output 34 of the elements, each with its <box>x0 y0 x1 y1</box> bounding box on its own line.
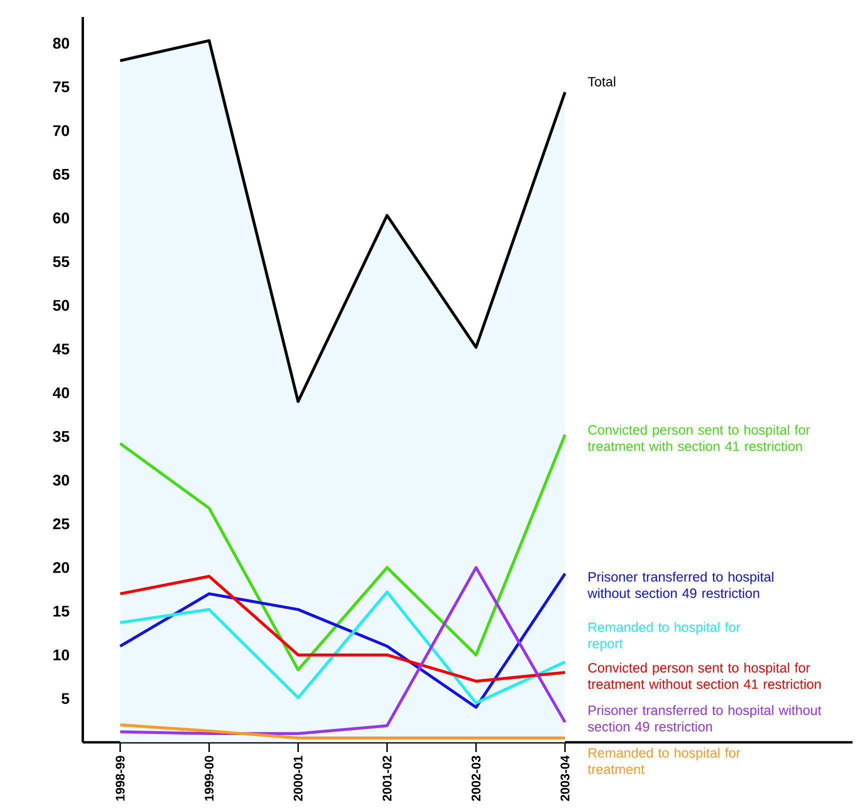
series-label: Convicted person sent to hospital for treatment without section 41 restriction <box>588 662 821 689</box>
line-series <box>118 574 566 682</box>
y-tick-label: 55 <box>53 256 70 267</box>
line-series <box>118 572 566 709</box>
series-label: Remanded to hospital for report <box>588 622 740 651</box>
line-series <box>118 590 566 704</box>
y-tick-label: 30 <box>52 474 70 486</box>
y-tick-label: 80 <box>53 38 70 49</box>
series-label: Prisoner transferred to hospital without section 49 restriction <box>588 704 822 732</box>
y-tick-label: 25 <box>53 518 70 530</box>
x-tick-label: 2003-04 <box>560 755 570 801</box>
y-tick-label: 35 <box>52 430 70 442</box>
x-tick-label: 1999-00 <box>204 756 214 800</box>
y-tick-label: 40 <box>52 387 70 398</box>
y-tick-label: 60 <box>53 212 70 224</box>
series-label: Remanded to hospital for treatment <box>588 748 740 774</box>
x-tick-label: 1998-99 <box>116 756 125 800</box>
y-tick-label: 65 <box>53 168 70 180</box>
y-tick-label: 50 <box>53 300 70 311</box>
x-tick-label: 2000-01 <box>294 756 303 801</box>
y-tick-label: 45 <box>52 344 70 354</box>
y-tick-label: 75 <box>53 81 70 92</box>
line-series <box>118 433 566 672</box>
y-tick-label: 20 <box>53 562 70 573</box>
line-series <box>118 566 566 735</box>
series-label: Convicted person sent to hospital for treatment with section 41 restriction <box>588 424 810 451</box>
y-tick-label: 5 <box>62 693 70 704</box>
x-tick-label: 2001-02 <box>382 756 392 801</box>
y-tick-label: 70 <box>53 124 70 136</box>
y-tick-label: 10 <box>54 649 70 660</box>
y-tick-label: 15 <box>54 606 70 616</box>
series-label: Total <box>588 76 616 86</box>
series-label: Prisoner transferred to hospital without section 49 restriction <box>588 572 774 598</box>
x-tick-label: 2002-03 <box>472 756 480 801</box>
